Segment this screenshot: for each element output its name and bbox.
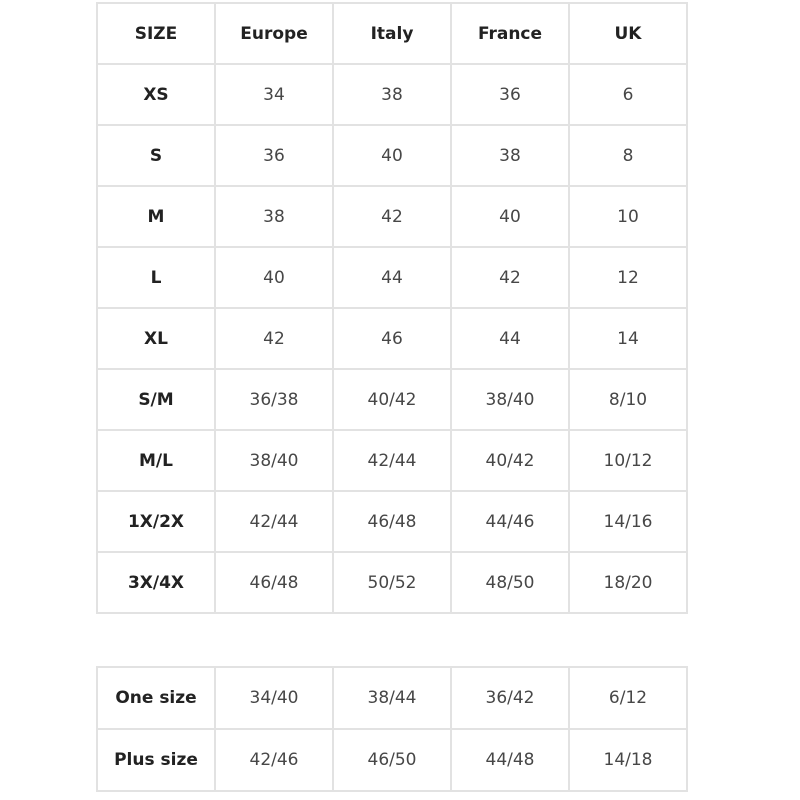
table-row: XS 34 38 36 6 [96,63,688,126]
table-row: S/M 36/38 40/42 38/40 8/10 [96,368,688,431]
size-value: 40 [332,124,452,187]
size-label: 1X/2X [96,490,216,553]
size-value: 38 [332,63,452,126]
column-header: UK [568,2,688,65]
table-row: M 38 42 40 10 [96,185,688,248]
size-value: 42 [332,185,452,248]
table-row: M/L 38/40 42/44 40/42 10/12 [96,429,688,492]
size-value: 44/48 [450,728,570,792]
table-row: Plus size 42/46 46/50 44/48 14/18 [96,728,688,792]
size-value: 10/12 [568,429,688,492]
table-row: One size 34/40 38/44 36/42 6/12 [96,666,688,730]
size-value: 40 [450,185,570,248]
size-value: 14/18 [568,728,688,792]
size-value: 38/40 [450,368,570,431]
size-value: 34/40 [214,666,334,730]
column-header: Italy [332,2,452,65]
table-row: 3X/4X 46/48 50/52 48/50 18/20 [96,551,688,614]
size-value: 38/44 [332,666,452,730]
size-value: 44 [332,246,452,309]
size-value: 8 [568,124,688,187]
size-value: 42 [450,246,570,309]
size-value: 46/48 [214,551,334,614]
size-value: 36 [214,124,334,187]
size-value: 34 [214,63,334,126]
size-label: S/M [96,368,216,431]
size-value: 44 [450,307,570,370]
size-label: XS [96,63,216,126]
column-header: France [450,2,570,65]
size-value: 6/12 [568,666,688,730]
size-value: 40/42 [332,368,452,431]
size-value: 12 [568,246,688,309]
size-value: 44/46 [450,490,570,553]
size-value: 10 [568,185,688,248]
size-label: 3X/4X [96,551,216,614]
size-value: 42/46 [214,728,334,792]
size-value: 36/42 [450,666,570,730]
size-label: XL [96,307,216,370]
size-value: 18/20 [568,551,688,614]
size-value: 46/50 [332,728,452,792]
size-value: 42/44 [214,490,334,553]
size-value: 6 [568,63,688,126]
size-label: S [96,124,216,187]
size-value: 46/48 [332,490,452,553]
size-value: 48/50 [450,551,570,614]
size-value: 36 [450,63,570,126]
size-value: 42/44 [332,429,452,492]
size-conversion-table: SIZE Europe Italy France UK XS 34 38 36 6 S 36 40 38 8… [96,2,688,614]
size-value: 38 [214,185,334,248]
size-value: 8/10 [568,368,688,431]
table-row: L 40 44 42 12 [96,246,688,309]
size-value: 36/38 [214,368,334,431]
size-label: Plus size [96,728,216,792]
size-value: 14/16 [568,490,688,553]
size-label: M [96,185,216,248]
size-label: M/L [96,429,216,492]
table-row: S 36 40 38 8 [96,124,688,187]
size-value: 42 [214,307,334,370]
size-label: L [96,246,216,309]
column-header: SIZE [96,2,216,65]
column-header: Europe [214,2,334,65]
size-value: 14 [568,307,688,370]
table-row: 1X/2X 42/44 46/48 44/46 14/16 [96,490,688,553]
size-value: 38/40 [214,429,334,492]
table-row: XL 42 46 44 14 [96,307,688,370]
size-label: One size [96,666,216,730]
size-value: 50/52 [332,551,452,614]
size-value: 46 [332,307,452,370]
size-value: 40/42 [450,429,570,492]
header-row: SIZE Europe Italy France UK [96,2,688,65]
size-value: 40 [214,246,334,309]
size-value: 38 [450,124,570,187]
special-size-table: One size 34/40 38/44 36/42 6/12 Plus size 42/4… [96,666,688,792]
